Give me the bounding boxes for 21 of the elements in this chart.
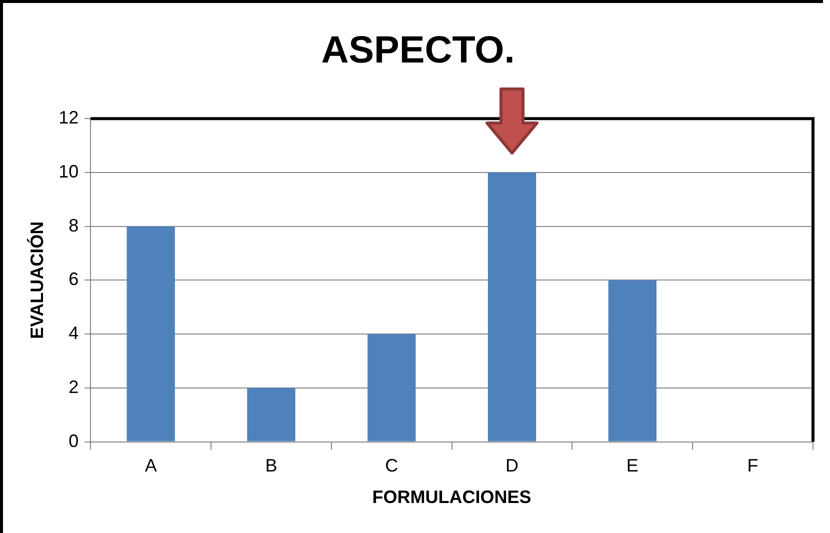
- bar: [247, 388, 296, 442]
- x-tick-label: B: [265, 456, 278, 476]
- chart-title: ASPECTO.: [321, 29, 515, 72]
- x-tick-label: C: [385, 456, 398, 476]
- bar: [608, 280, 656, 442]
- x-tick-label: E: [626, 456, 638, 476]
- y-axis-title: EVALUACIÓN: [26, 221, 47, 340]
- bar: [488, 172, 536, 442]
- y-tick-label: 2: [68, 376, 79, 397]
- x-axis-title: FORMULACIONES: [372, 487, 532, 508]
- bar: [368, 334, 416, 442]
- y-tick-label: 0: [68, 430, 79, 451]
- y-tick-label: 6: [68, 269, 79, 290]
- bar: [126, 226, 175, 442]
- y-tick-label: 10: [58, 161, 79, 182]
- y-tick-label: 12: [58, 108, 79, 128]
- x-tick-label: F: [747, 456, 758, 476]
- x-tick-label: A: [144, 456, 157, 476]
- y-tick-label: 8: [68, 215, 79, 236]
- x-tick-label: D: [506, 456, 519, 476]
- y-tick-label: 4: [68, 323, 79, 344]
